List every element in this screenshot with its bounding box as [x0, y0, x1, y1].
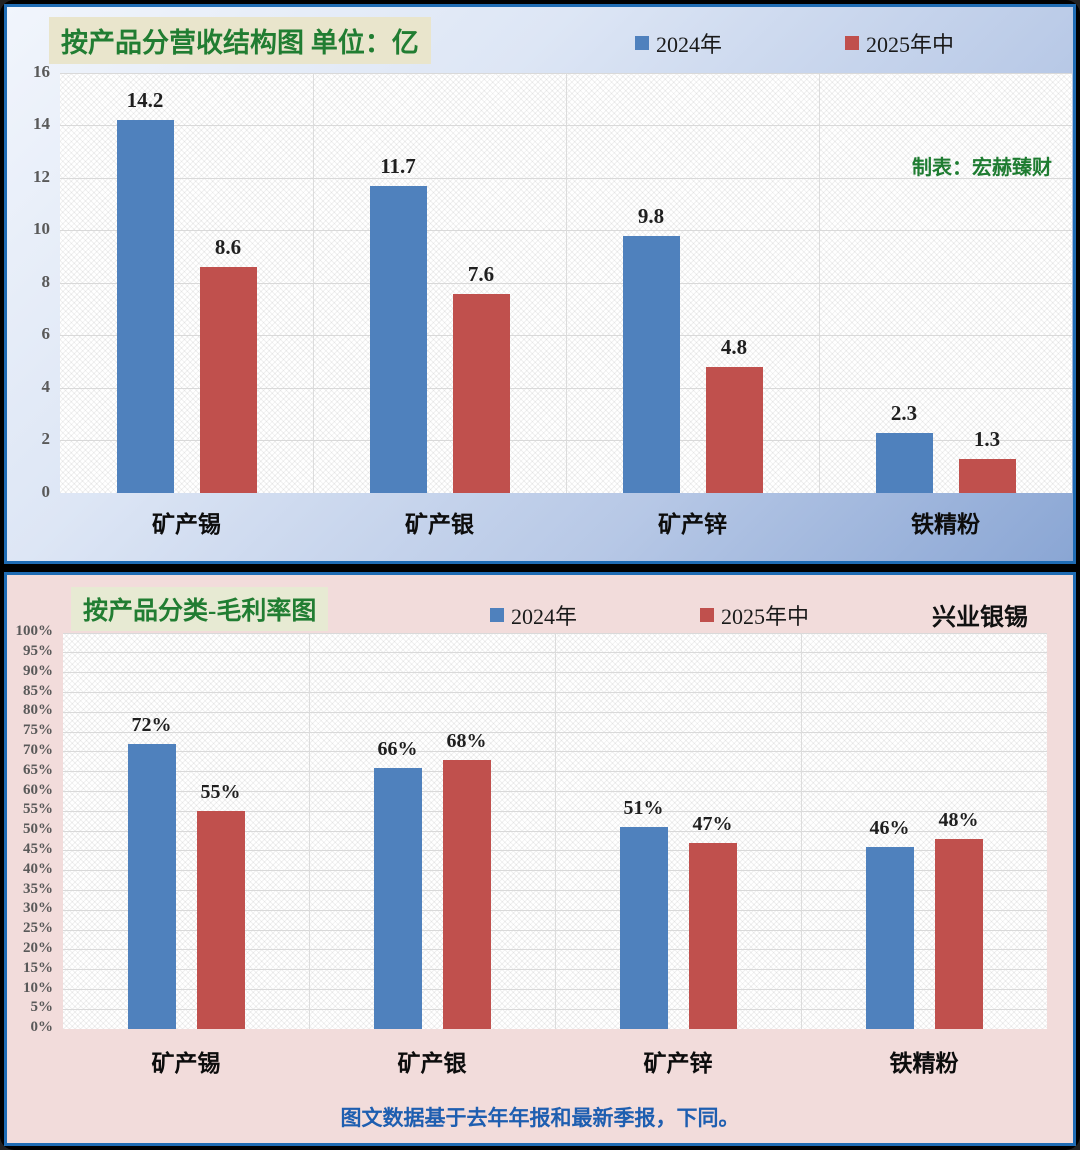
bar-2024年-铁精粉 — [865, 846, 914, 1029]
legend-item-2025h: 2025年中 — [700, 599, 809, 631]
legend-label-2024: 2024年 — [656, 32, 723, 57]
y-axis-tick-label: 70% — [23, 742, 53, 759]
legend-swatch-2024-icon — [490, 608, 504, 622]
x-axis-category-label: 矿产锌 — [643, 1051, 713, 1076]
y-axis-tick-label: 75% — [23, 722, 53, 739]
legend-label-2025h: 2025年中 — [721, 604, 810, 629]
bar-value-label: 1.3 — [973, 426, 1001, 451]
bar-value-label: 14.2 — [126, 88, 164, 113]
y-axis-tick-label: 10% — [23, 979, 53, 996]
revenue-plot-area: 制表：宏赫臻财 0 2 4 6 8 10 12 14 16 14.2 11.7 9.8 2.3 8.6 7.… — [33, 62, 1072, 537]
y-axis-tick-label: 20% — [23, 940, 53, 957]
bar-value-label: 9.8 — [637, 203, 665, 228]
bar-value-label: 51% — [623, 797, 664, 820]
revenue-chart-title: 按产品分营收结构图 单位：亿 — [49, 17, 431, 64]
legend-swatch-2025h-icon — [700, 608, 714, 622]
bar-value-label: 2.3 — [890, 400, 918, 425]
x-axis-category-label: 矿产锌 — [658, 512, 727, 537]
y-axis-tick-label: 100% — [15, 623, 54, 640]
margin-chart-title: 按产品分类-毛利率图 — [71, 587, 329, 631]
y-axis-tick-label: 10 — [33, 219, 50, 239]
bar-value-label: 4.8 — [720, 335, 748, 359]
margin-plot-area: 0% 5% 10% 15% 20% 25% 30% 35% 40% 45% 50% 55% 60% 65%… — [16, 623, 1047, 1076]
bar-2025年中-矿产银 — [452, 293, 510, 493]
category-separator-line — [554, 633, 556, 1029]
y-axis-tick-label: 55% — [23, 801, 53, 818]
y-axis-tick-label: 40% — [23, 860, 53, 877]
y-axis-tick-label: 35% — [23, 880, 53, 897]
bar-value-label: 46% — [869, 816, 910, 839]
category-separator-line — [800, 633, 802, 1029]
category-separator-line — [565, 73, 567, 493]
y-axis-tick-label: 90% — [23, 662, 53, 679]
legend-item-2024: 2024年 — [635, 27, 722, 59]
y-axis-tick-label: 45% — [23, 841, 53, 858]
y-axis-tick-label: 80% — [23, 702, 53, 719]
y-axis-tick-label: 30% — [23, 900, 53, 917]
legend-label-2024: 2024年 — [511, 604, 578, 629]
y-axis-tick-label: 85% — [23, 682, 53, 699]
x-axis-category-label: 铁精粉 — [911, 512, 980, 537]
bar-2025年中-矿产锌 — [688, 842, 737, 1029]
bar-2025年中-铁精粉 — [934, 838, 983, 1029]
legend-swatch-2024-icon — [635, 36, 649, 50]
y-axis-tick-label: 0 — [41, 481, 51, 501]
x-axis-category-label: 矿产锡 — [152, 512, 221, 537]
y-axis-tick-label: 65% — [23, 761, 53, 778]
bar-2024年-矿产锡 — [116, 120, 174, 493]
x-axis-category-label: 矿产银 — [405, 512, 474, 537]
company-name: 兴业银锡 — [932, 605, 1028, 631]
y-axis-tick-label: 60% — [23, 781, 53, 798]
y-axis-tick-label: 4 — [41, 376, 51, 396]
bar-value-label: 66% — [377, 737, 418, 760]
bar-2024年-矿产锌 — [619, 827, 668, 1029]
bar-2025年中-矿产锡 — [199, 267, 257, 493]
category-separator-line — [312, 73, 314, 493]
footnote-text: 图文数据基于去年年报和最新季报，下同。 — [340, 1106, 740, 1130]
bar-value-label: 48% — [938, 808, 979, 831]
bar-2024年-矿产锌 — [622, 235, 680, 493]
revenue-chart-panel: 按产品分营收结构图 单位：亿 2024年 2025年中 制表：宏赫臻财 0 2 4 6… — [4, 4, 1076, 564]
y-axis-tick-label: 12 — [33, 166, 50, 186]
category-separator-line — [308, 633, 310, 1029]
x-axis-category-label: 矿产锡 — [151, 1051, 221, 1076]
y-axis-tick-label: 0% — [30, 1019, 54, 1036]
y-axis-tick-label: 14 — [33, 114, 50, 134]
bar-2025年中-铁精粉 — [958, 458, 1016, 493]
bar-value-label: 47% — [692, 812, 733, 835]
bar-2024年-铁精粉 — [875, 432, 933, 493]
bar-value-label: 72% — [131, 713, 172, 736]
bar-2024年-矿产锡 — [127, 743, 176, 1029]
legend-swatch-2025h-icon — [845, 36, 859, 50]
x-axis-category-label: 矿产银 — [397, 1051, 467, 1076]
bar-value-label: 55% — [200, 781, 241, 804]
legend-item-2024: 2024年 — [490, 599, 577, 631]
legend-label-2025h: 2025年中 — [866, 32, 955, 57]
bar-value-label: 7.6 — [467, 261, 495, 286]
bar-2025年中-矿产锡 — [196, 811, 245, 1029]
y-axis-tick-label: 6 — [41, 324, 51, 344]
bar-2025年中-矿产锌 — [705, 367, 763, 493]
y-axis-tick-label: 2 — [41, 429, 51, 449]
bar-2024年-矿产银 — [373, 767, 422, 1029]
bar-value-label: 11.7 — [380, 153, 416, 178]
y-axis-tick-label: 8 — [41, 271, 51, 291]
y-axis-tick-label: 15% — [23, 959, 53, 976]
margin-chart-panel: 按产品分类-毛利率图 2024年 2025年中 兴业银锡 0% 5% 10% 15% 2… — [4, 572, 1076, 1146]
category-separator-line — [818, 73, 820, 493]
bar-2024年-矿产银 — [369, 185, 427, 493]
y-axis-tick-label: 5% — [30, 999, 54, 1016]
y-axis-tick-label: 25% — [23, 920, 53, 937]
bar-2025年中-矿产银 — [442, 759, 491, 1029]
bar-value-label: 8.6 — [214, 235, 242, 260]
x-axis-category-label: 铁精粉 — [889, 1051, 959, 1076]
y-axis-tick-label: 50% — [23, 821, 53, 838]
y-axis-tick-label: 95% — [23, 643, 53, 660]
credit-text: 制表：宏赫臻财 — [912, 157, 1052, 179]
legend-item-2025h: 2025年中 — [845, 27, 954, 59]
bar-value-label: 68% — [446, 729, 487, 752]
y-axis-tick-label: 16 — [33, 61, 50, 81]
